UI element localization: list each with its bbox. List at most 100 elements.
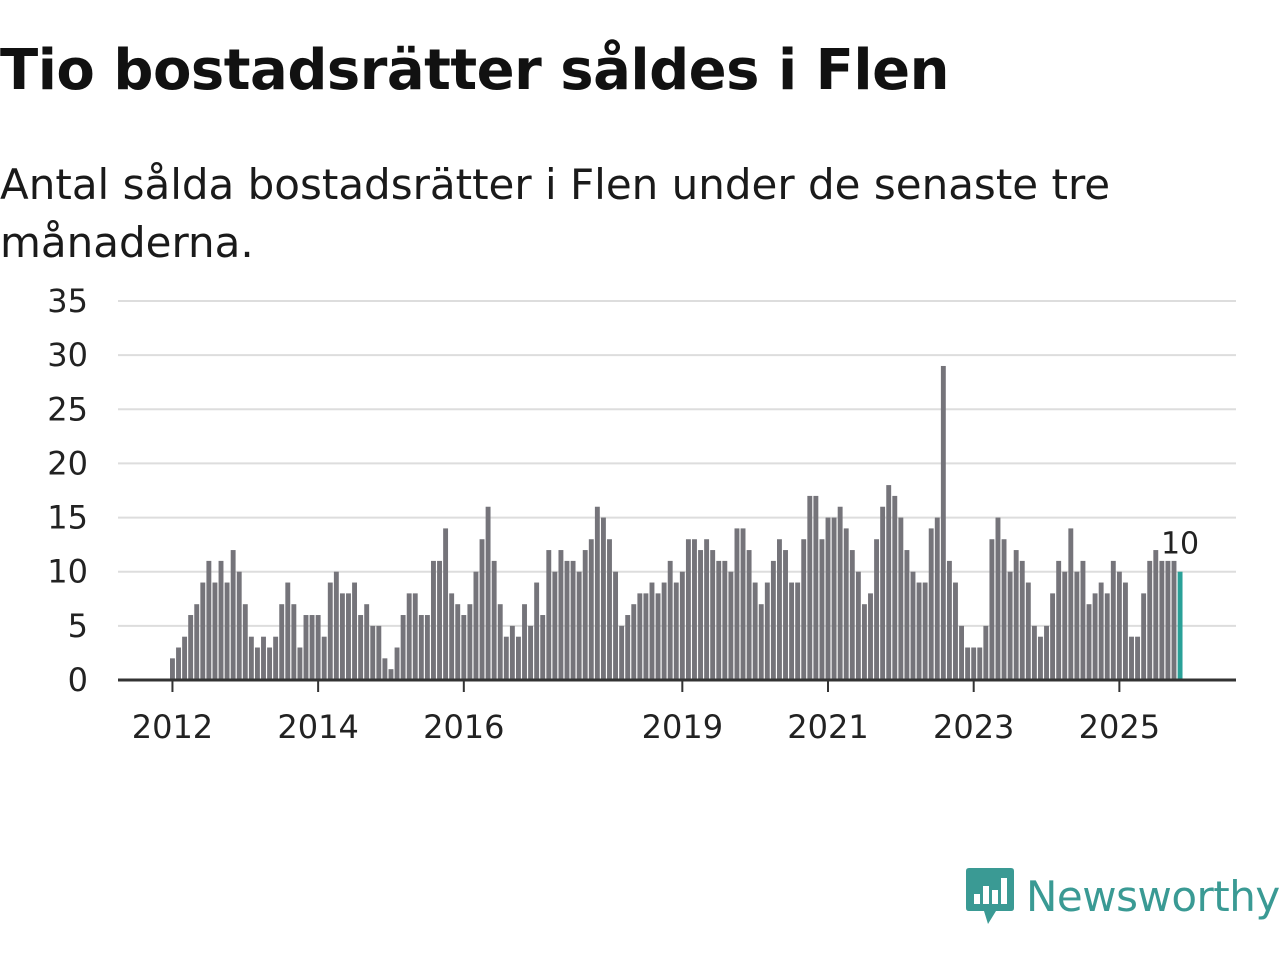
bar: [880, 506, 886, 680]
bar: [928, 528, 934, 680]
bar: [1062, 571, 1068, 680]
bar: [261, 636, 266, 680]
bar: [722, 560, 728, 680]
bar: [977, 647, 983, 680]
bar: [1080, 560, 1086, 680]
bar: [789, 582, 795, 680]
bar: [364, 604, 370, 680]
bar: [855, 571, 861, 680]
bar: [673, 582, 679, 680]
bar: [886, 485, 892, 680]
bar: [515, 636, 521, 680]
bar: [679, 571, 685, 680]
bar: [1007, 571, 1013, 680]
x-tick-label: 2021: [787, 708, 868, 746]
y-tick-label: 25: [47, 390, 88, 428]
bar: [382, 658, 388, 680]
x-tick-label: 2023: [933, 708, 1014, 746]
bar: [898, 517, 904, 680]
bar: [746, 550, 752, 680]
y-tick-label: 20: [47, 444, 88, 482]
bar: [1019, 560, 1025, 680]
bar: [455, 604, 461, 680]
bar: [1104, 593, 1110, 680]
bar: [1068, 528, 1074, 680]
bar: [315, 615, 321, 680]
bar: [309, 615, 315, 680]
bar: [716, 560, 722, 680]
bar: [1044, 625, 1049, 680]
y-tick-label: 5: [68, 607, 88, 645]
bar: [479, 539, 485, 680]
bar: [473, 571, 479, 680]
bar: [1013, 550, 1019, 680]
bar: [267, 647, 273, 680]
bar: [813, 495, 819, 680]
bar: [491, 560, 497, 680]
bar: [236, 571, 242, 680]
gridlines: [118, 300, 1236, 627]
x-tick-label: 2019: [642, 708, 723, 746]
bar: [522, 604, 527, 680]
bar: [224, 582, 230, 680]
brand-logo: Newsworthy: [964, 866, 1280, 926]
bar: [327, 582, 333, 680]
bar: [1122, 582, 1128, 680]
bar: [1098, 582, 1104, 680]
bar: [509, 625, 515, 680]
y-axis-labels: 0 5 10 15 20 25 30 35: [47, 282, 88, 699]
bar: [279, 604, 285, 680]
chart-subtitle: Antal sålda bostadsrätter i Flen under d…: [0, 160, 1111, 267]
bar: [770, 560, 776, 680]
bar: [655, 593, 661, 680]
bar: [285, 582, 291, 680]
bar: [1147, 560, 1153, 680]
bar: [406, 593, 412, 680]
bar: [424, 615, 430, 680]
bar: [710, 550, 716, 680]
bar: [989, 539, 995, 680]
bar: [497, 604, 503, 680]
bar: [182, 636, 188, 680]
bar: [692, 539, 697, 680]
bar: [485, 506, 491, 680]
bar: [607, 539, 612, 680]
bars: [170, 365, 1183, 680]
bar: [959, 625, 964, 680]
bar: [412, 593, 418, 680]
bar: [431, 560, 436, 680]
bar: [540, 615, 546, 680]
data-label: 10: [1161, 527, 1199, 562]
bar: [831, 517, 837, 680]
bar: [849, 550, 855, 680]
bar: [600, 517, 606, 680]
bar: [752, 582, 758, 680]
bar: [1177, 571, 1183, 680]
bar: [1001, 539, 1007, 680]
bar: [200, 582, 206, 680]
bar: [892, 495, 898, 680]
bar: [825, 517, 831, 680]
bar: [940, 365, 946, 680]
bar: [388, 669, 394, 680]
bar: [528, 625, 534, 680]
bar: [904, 550, 910, 680]
bar: [819, 539, 825, 680]
bar: [983, 625, 989, 680]
bar: [588, 539, 594, 680]
bar: [333, 571, 339, 680]
bar: [619, 625, 625, 680]
bar: [467, 604, 473, 680]
newsworthy-logo-icon: [966, 868, 1014, 924]
bar: [783, 550, 788, 680]
bar: [418, 615, 424, 680]
bar: [503, 636, 509, 680]
bar: [728, 571, 734, 680]
y-tick-label: 35: [47, 282, 88, 320]
bar: [273, 636, 279, 680]
bar: [218, 560, 224, 680]
y-tick-label: 30: [47, 336, 88, 374]
x-tick-label: 2012: [132, 708, 213, 746]
y-tick-label: 15: [47, 499, 88, 537]
